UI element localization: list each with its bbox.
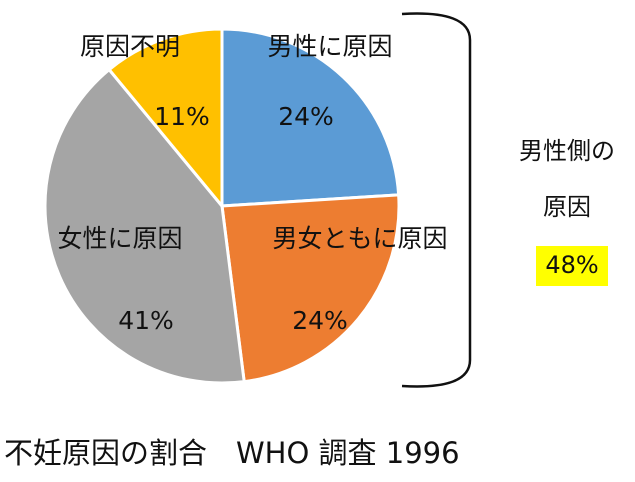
- annotation-line: 男性側の: [519, 137, 615, 165]
- value-label: 11%: [154, 102, 210, 131]
- slice-label: 原因不明: [80, 32, 180, 61]
- annotation-value: 48%: [545, 251, 598, 279]
- highlight: [536, 246, 608, 286]
- pie-slice: [43, 67, 246, 385]
- pie-slice: [220, 193, 401, 384]
- slice-label: 男女ともに原因: [272, 224, 447, 253]
- value-label: 24%: [292, 306, 348, 335]
- slice-label: 男性に原因: [267, 32, 392, 61]
- value-label: 41%: [118, 306, 174, 335]
- value-label: 24%: [278, 102, 334, 131]
- chart-title: 不妊原因の割合 WHO 調査 1996: [4, 436, 460, 470]
- slice-label: 女性に原因: [57, 224, 182, 253]
- annotation-line: 原因: [543, 193, 591, 221]
- pie-slice: [220, 27, 401, 208]
- pie-slice: [107, 27, 224, 211]
- bracket: [401, 12, 472, 388]
